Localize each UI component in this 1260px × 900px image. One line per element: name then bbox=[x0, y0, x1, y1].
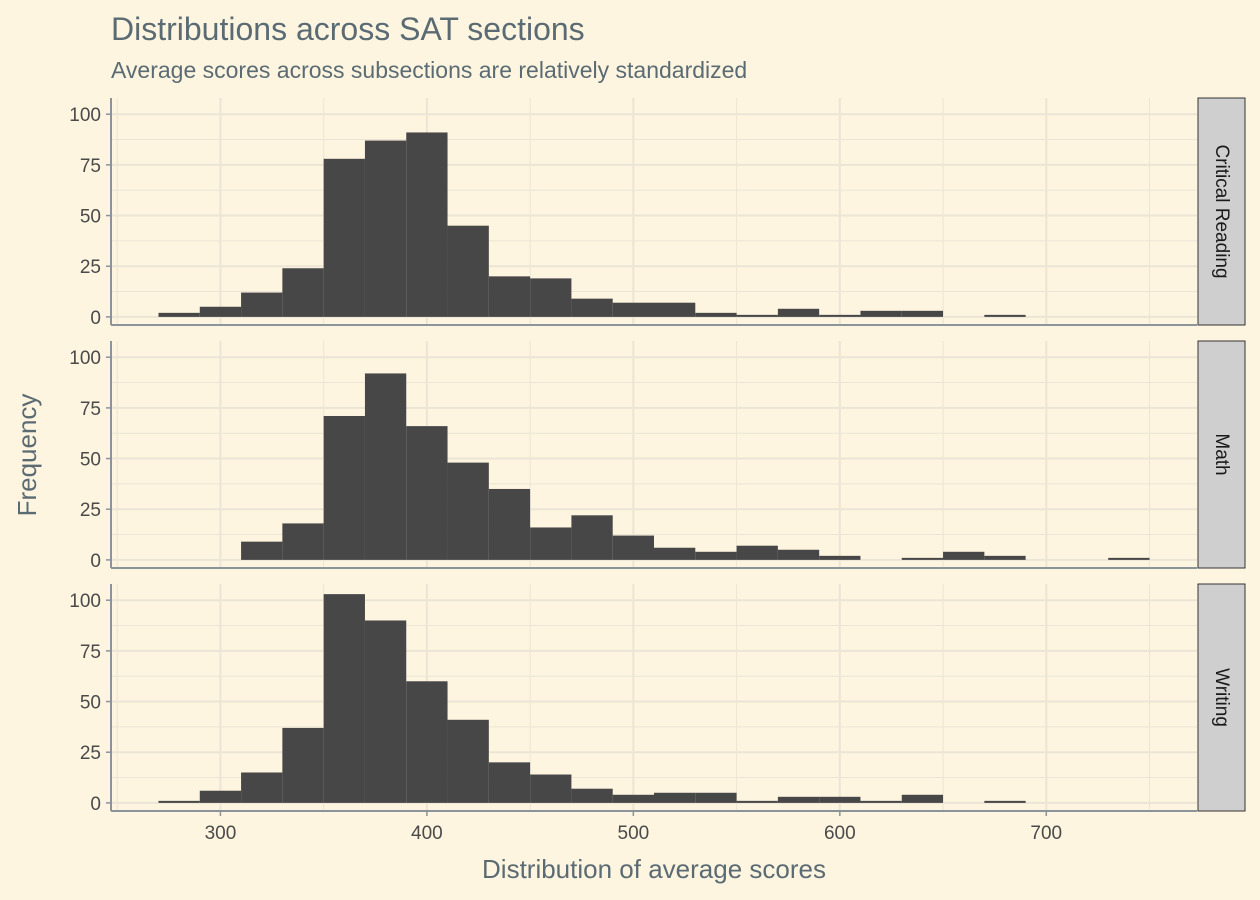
histogram-bar bbox=[488, 488, 531, 560]
y-tick-label: 50 bbox=[80, 207, 101, 228]
histogram-bar bbox=[1108, 557, 1150, 560]
histogram-bar bbox=[736, 800, 778, 803]
histogram-bar bbox=[695, 312, 737, 317]
histogram-bar bbox=[819, 314, 861, 317]
y-tick-label: 25 bbox=[80, 257, 101, 278]
histogram-bar bbox=[860, 310, 902, 317]
facet-label: Math bbox=[1211, 433, 1232, 475]
x-axis-title: Distribution of average scores bbox=[482, 854, 826, 884]
histogram-bar bbox=[777, 308, 820, 317]
facet-strip bbox=[1197, 340, 1246, 569]
histogram-bar bbox=[984, 314, 1026, 317]
histogram-bar bbox=[199, 790, 242, 803]
histogram-bar bbox=[447, 225, 489, 317]
y-tick-label: 50 bbox=[80, 450, 101, 471]
histogram-bar bbox=[406, 426, 448, 560]
histogram-bar bbox=[323, 594, 365, 803]
chart-subtitle: Average scores across subsections are re… bbox=[111, 57, 747, 83]
facet-panels: 0 25 50 75 100 Critical Reading 0 25 50 75 100 Math… bbox=[69, 97, 1246, 844]
histogram-bar bbox=[736, 545, 778, 560]
x-tick-label: 500 bbox=[618, 823, 650, 844]
histogram-bar bbox=[406, 681, 448, 803]
histogram-bar bbox=[530, 278, 572, 317]
histogram-bar bbox=[282, 523, 324, 560]
y-tick-label: 100 bbox=[69, 348, 101, 369]
histogram-bar bbox=[654, 302, 696, 317]
y-tick-label: 25 bbox=[80, 743, 101, 764]
histogram-bar bbox=[530, 774, 572, 803]
facet-panel: 0 25 50 75 100 Math bbox=[69, 340, 1246, 572]
facet-label: Writing bbox=[1211, 668, 1232, 727]
histogram-bar bbox=[158, 800, 200, 803]
histogram-bar bbox=[901, 310, 944, 317]
histogram-bar bbox=[282, 268, 324, 317]
histogram-bar bbox=[819, 796, 861, 803]
facet-panel: 0 25 50 75 100 Critical Reading bbox=[69, 97, 1246, 329]
x-tick-label: 600 bbox=[824, 823, 856, 844]
histogram-bar bbox=[612, 302, 654, 317]
histogram-bar bbox=[654, 547, 696, 560]
histogram-bar bbox=[695, 551, 737, 560]
histogram-bar bbox=[364, 140, 407, 317]
y-tick-label: 25 bbox=[80, 500, 101, 521]
histogram-bar bbox=[984, 800, 1026, 803]
y-tick-label: 0 bbox=[90, 308, 101, 329]
y-tick-label: 100 bbox=[69, 591, 101, 612]
histogram-bar bbox=[323, 415, 365, 560]
y-tick-label: 100 bbox=[69, 105, 101, 126]
histogram-bar bbox=[158, 312, 200, 317]
facet-strip bbox=[1197, 97, 1246, 326]
y-axis-title: Frequency bbox=[12, 394, 42, 517]
y-tick-label: 0 bbox=[90, 551, 101, 572]
histogram-bar bbox=[777, 549, 820, 560]
histogram-bar bbox=[323, 158, 365, 317]
histogram-bar bbox=[943, 551, 985, 560]
x-tick-label: 700 bbox=[1030, 823, 1062, 844]
facet-strip bbox=[1197, 583, 1246, 812]
histogram-bar bbox=[819, 555, 861, 560]
histogram-bar bbox=[364, 373, 407, 560]
histogram-bar bbox=[282, 727, 324, 803]
histogram-bar bbox=[654, 792, 696, 803]
x-tick-label: 300 bbox=[205, 823, 237, 844]
histogram-bar bbox=[901, 794, 944, 803]
chart-title: Distributions across SAT sections bbox=[111, 11, 585, 47]
histogram-bar bbox=[777, 796, 820, 803]
facet-panel: 0 25 50 75 100 Writing bbox=[69, 583, 1246, 815]
histogram-bar bbox=[488, 276, 531, 317]
histogram-bar bbox=[571, 298, 613, 317]
histogram-bar bbox=[530, 527, 572, 560]
histogram-bar bbox=[860, 800, 902, 803]
histogram-bar bbox=[241, 772, 283, 803]
histogram-bar bbox=[984, 555, 1026, 560]
histogram-bar bbox=[406, 132, 448, 317]
x-tick-label: 400 bbox=[411, 823, 443, 844]
histogram-bar bbox=[695, 792, 737, 803]
y-tick-label: 75 bbox=[80, 642, 101, 663]
histogram-bar bbox=[488, 762, 531, 803]
y-tick-label: 50 bbox=[80, 693, 101, 714]
histogram-bar bbox=[199, 306, 242, 317]
histogram-bar bbox=[447, 462, 489, 560]
facet-label: Critical Reading bbox=[1211, 144, 1232, 278]
histogram-bar bbox=[364, 620, 407, 803]
y-tick-label: 0 bbox=[90, 794, 101, 815]
histogram-bar bbox=[571, 788, 613, 803]
histogram-bar bbox=[612, 535, 654, 560]
y-tick-label: 75 bbox=[80, 399, 101, 420]
y-tick-label: 75 bbox=[80, 156, 101, 177]
histogram-bar bbox=[571, 515, 613, 560]
histogram-bar bbox=[901, 557, 944, 560]
histogram-bar bbox=[612, 794, 654, 803]
histogram-bar bbox=[241, 292, 283, 317]
histogram-bar bbox=[447, 719, 489, 803]
histogram-bar bbox=[241, 541, 283, 560]
histogram-bar bbox=[736, 314, 778, 317]
